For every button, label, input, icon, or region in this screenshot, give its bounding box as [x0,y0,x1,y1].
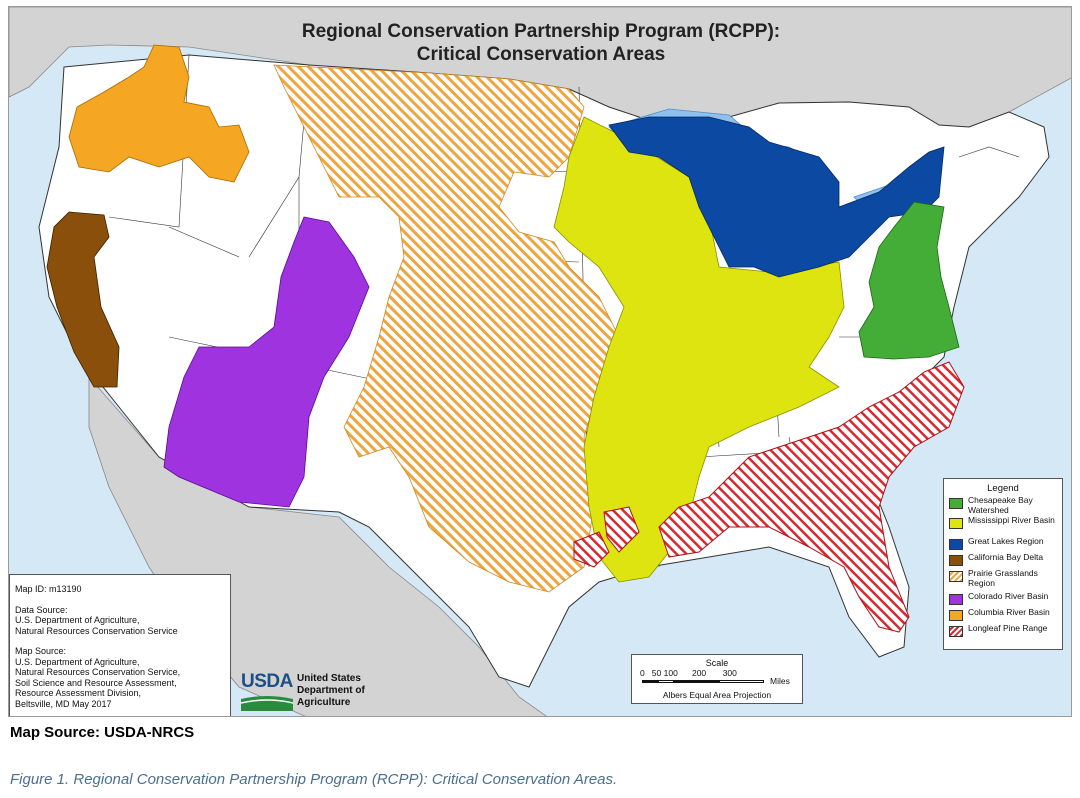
legend-item-longleaf: Longleaf Pine Range [949,623,1061,644]
legend-swatch-mississippi [949,518,963,529]
scale-bar [642,680,764,684]
legend-item-colorado: Colorado River Basin [949,591,1061,612]
region-chesapeake [858,201,960,360]
map-source-line: U.S. Department of Agriculture, [15,656,140,667]
usda-agency-name: United States Department of Agriculture [297,673,365,708]
map-id: Map ID: m13190 [15,584,82,594]
legend-label-prairie: Prairie Grasslands Region [968,568,1038,588]
legend-label-longleaf: Longleaf Pine Range [968,623,1048,633]
region-longleaf [573,361,965,633]
region-mississippi [553,116,845,583]
data-source-line: Natural Resources Conservation Service [15,625,178,636]
region-california [46,211,120,388]
legend-item-prairie: Prairie Grasslands Region [949,568,1061,589]
scale-segment [642,680,658,683]
legend-title: Legend [987,483,1019,494]
map-source-line: Beltsville, MD May 2017 [15,698,112,709]
legend-swatch-prairie [949,571,963,582]
map-info-box: Map ID: m13190 Data Source: U.S. Departm… [9,574,231,716]
legend-swatch-great-lakes [949,539,963,550]
legend-label-columbia: Columbia River Basin [968,607,1050,617]
figure-caption: Figure 1. Regional Conservation Partners… [10,771,618,788]
map-source-caption: Map Source: USDA-NRCS [10,724,195,741]
legend-item-chesapeake: Chesapeake Bay Watershed [949,495,1061,516]
legend-label-mississippi: Mississippi River Basin [968,515,1055,525]
data-source-line: U.S. Department of Agriculture, [15,615,140,625]
legend-swatch-longleaf [949,626,963,637]
region-columbia [68,44,250,183]
map-source-line: Natural Resources Conservation Service, [15,667,181,677]
data-source-label: Data Source: [15,604,68,615]
usda-logo: USDA United States Department of Agricul… [241,669,411,715]
legend: Legend Chesapeake Bay Watershed Mississi… [943,478,1063,650]
legend-item-mississippi: Mississippi River Basin [949,515,1061,536]
legend-item-great-lakes: Great Lakes Region [949,536,1061,557]
scale-segment [658,680,674,683]
region-colorado [163,216,370,508]
scale-segment [674,680,719,683]
map-frame: Regional Conservation Partnership Progra… [8,6,1072,717]
usda-swoosh-icon [241,696,293,711]
legend-swatch-columbia [949,610,963,621]
map-source-label: Map Source: [15,646,67,656]
scale-title: Scale [705,658,729,668]
map-title-line1: Regional Conservation Partnership Progra… [301,21,781,42]
legend-swatch-chesapeake [949,498,963,509]
legend-label-great-lakes: Great Lakes Region [968,536,1044,546]
scale-segment [719,680,764,683]
legend-item-california: California Bay Delta [949,552,1061,573]
scale-ticks: 0 50 100 200 300 [640,668,737,678]
scale-bar-box: Scale 0 50 100 200 300 Miles Albers Equa… [631,654,803,704]
region-prairie [273,64,620,593]
legend-swatch-colorado [949,594,963,605]
legend-item-columbia: Columbia River Basin [949,607,1061,628]
legend-label-chesapeake: Chesapeake Bay Watershed [968,495,1033,515]
legend-label-california: California Bay Delta [968,552,1044,562]
usda-logo-text: USDA [241,671,293,692]
map-source-line: Soil Science and Resource Assessment, [15,677,177,688]
legend-swatch-california [949,555,963,566]
map-title-line2: Critical Conservation Areas [416,44,666,65]
scale-units: Miles [770,676,790,686]
legend-label-colorado: Colorado River Basin [968,591,1049,601]
scale-projection: Albers Equal Area Projection [662,690,772,700]
map-canvas [9,7,1071,716]
map-source-line: Resource Assessment Division, [15,688,142,698]
